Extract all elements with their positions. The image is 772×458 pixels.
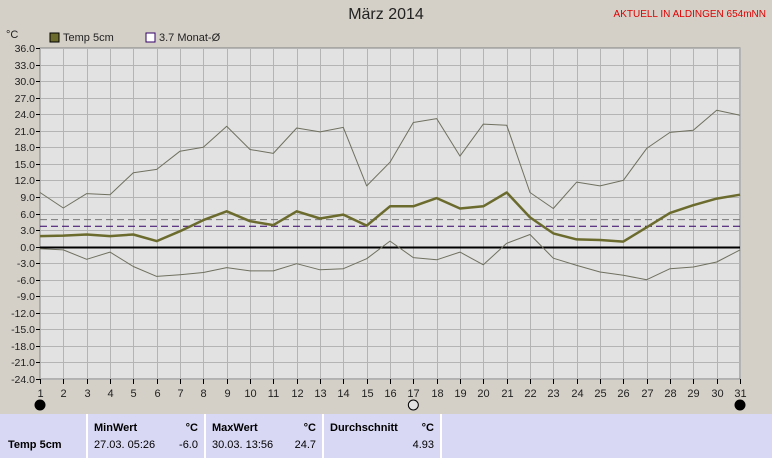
x-tick-label: 25 [594, 388, 606, 400]
min-time: 27.03. 05:26 [94, 439, 156, 451]
min-header: MinWert [94, 422, 138, 434]
x-tick-label: 13 [314, 388, 326, 400]
x-tick-label: 29 [687, 388, 699, 400]
y-tick-label: 0.0 [20, 242, 35, 254]
y-tick-label: -15.0 [11, 324, 35, 336]
y-tick-label: -24.0 [11, 374, 35, 386]
location-status: AKTUELL IN ALDINGEN 654mNN [613, 9, 766, 20]
moon-phase-icon [734, 399, 746, 411]
y-tick-label: -6.0 [17, 275, 35, 287]
x-tick-label: 10 [244, 388, 256, 400]
y-tick-label: 30.0 [15, 76, 36, 88]
legend-label-average: 3.7 Monat-Ø [159, 32, 221, 44]
y-tick-label: 9.0 [20, 192, 35, 204]
x-tick-label: 3 [84, 388, 90, 400]
avg-value: 4.93 [412, 439, 434, 451]
legend-swatch-temp [49, 32, 60, 43]
x-tick-label: 23 [547, 388, 559, 400]
legend-label-temp: Temp 5cm [63, 32, 114, 44]
chart-title: März 2014 [348, 6, 424, 23]
y-tick-label: 18.0 [15, 142, 36, 154]
y-tick-label: -12.0 [11, 308, 35, 320]
min-value: -6.0 [179, 439, 198, 451]
x-tick-label: 19 [454, 388, 466, 400]
y-tick-label: 36.0 [15, 43, 36, 55]
y-tick-label: 27.0 [15, 93, 36, 105]
legend-swatch-average [145, 32, 156, 43]
avg-cell: Durchschnitt °C 4.93 [324, 414, 442, 458]
x-tick-label: 28 [664, 388, 676, 400]
x-tick-label: 4 [107, 388, 113, 400]
x-tick-label: 1 [37, 388, 43, 400]
x-tick-label: 21 [501, 388, 513, 400]
y-tick-label: 12.0 [15, 175, 36, 187]
x-tick-label: 6 [154, 388, 160, 400]
x-tick-label: 22 [524, 388, 536, 400]
stats-empty-cell [442, 414, 772, 458]
x-tick-label: 8 [200, 388, 206, 400]
temperature-chart: 36.033.030.027.024.021.018.015.012.09.06… [6, 29, 747, 411]
x-tick-label: 30 [711, 388, 723, 400]
max-unit: °C [303, 422, 316, 434]
max-cell: MaxWert °C 30.03. 13:56 24.7 [206, 414, 324, 458]
x-tick-label: 15 [361, 388, 373, 400]
y-axis-unit: °C [6, 29, 18, 41]
min-cell: MinWert °C 27.03. 05:26 -6.0 [88, 414, 206, 458]
y-tick-label: 21.0 [15, 126, 36, 138]
x-tick-label: 17 [407, 388, 419, 400]
x-tick-label: 7 [177, 388, 183, 400]
max-value: 24.7 [294, 439, 316, 451]
stats-row-label: Temp 5cm [8, 439, 62, 451]
avg-unit: °C [421, 422, 434, 434]
y-tick-label: 24.0 [15, 109, 36, 121]
y-tick-label: -9.0 [17, 291, 35, 303]
x-tick-label: 20 [477, 388, 489, 400]
x-tick-label: 24 [571, 388, 583, 400]
x-tick-label: 18 [431, 388, 443, 400]
max-time: 30.03. 13:56 [212, 439, 274, 451]
y-tick-label: 6.0 [20, 209, 35, 221]
series-line-max [39, 109, 741, 209]
x-tick-label: 2 [60, 388, 66, 400]
x-tick-label: 16 [384, 388, 396, 400]
x-tick-label: 26 [617, 388, 629, 400]
series-line-temp-5cm [39, 191, 741, 243]
legend: Temp 5cm 3.7 Monat-Ø [49, 32, 221, 44]
max-header: MaxWert [212, 422, 258, 434]
min-unit: °C [185, 422, 198, 434]
y-tick-label: 33.0 [15, 60, 36, 72]
series-line-min [39, 234, 741, 281]
x-tick-label: 5 [130, 388, 136, 400]
x-tick-label: 9 [224, 388, 230, 400]
x-tick-label: 14 [337, 388, 349, 400]
x-tick-label: 31 [734, 388, 746, 400]
x-tick-label: 11 [268, 388, 279, 400]
moon-phase-icon [407, 399, 419, 411]
moon-phase-icon [34, 399, 46, 411]
stats-label-cell: Temp 5cm [0, 414, 88, 458]
y-tick-label: -18.0 [11, 341, 35, 353]
y-tick-label: 15.0 [15, 159, 36, 171]
stats-table: Temp 5cm MinWert °C 27.03. 05:26 -6.0 Ma… [0, 414, 772, 458]
x-tick-label: 12 [291, 388, 303, 400]
y-tick-label: -3.0 [17, 258, 35, 270]
y-tick-label: -21.0 [11, 357, 35, 369]
avg-header: Durchschnitt [330, 422, 398, 434]
x-tick-label: 27 [641, 388, 653, 400]
y-tick-label: 3.0 [20, 225, 35, 237]
